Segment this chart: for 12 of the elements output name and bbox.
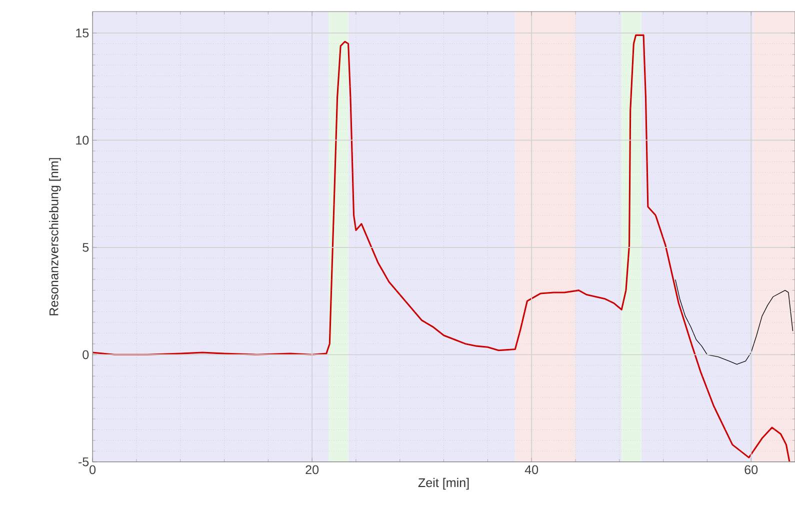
y-tick-label: 0 xyxy=(82,350,89,360)
y-tick-label: 5 xyxy=(82,243,89,252)
y-tick-label: 15 xyxy=(76,28,89,38)
x-tick-label: 20 xyxy=(306,465,319,474)
x-tick-label: 40 xyxy=(524,465,538,474)
x-tick-label: 0 xyxy=(90,465,96,474)
y-tick-label: 10 xyxy=(76,136,89,145)
y-tick-label: -5 xyxy=(78,458,89,466)
y-axis-title: Resonanzverschiebung [nm] xyxy=(49,158,61,316)
x-tick-label: 60 xyxy=(744,465,758,474)
x-axis-title: Zeit [min] xyxy=(418,478,469,490)
line-series xyxy=(675,279,794,365)
